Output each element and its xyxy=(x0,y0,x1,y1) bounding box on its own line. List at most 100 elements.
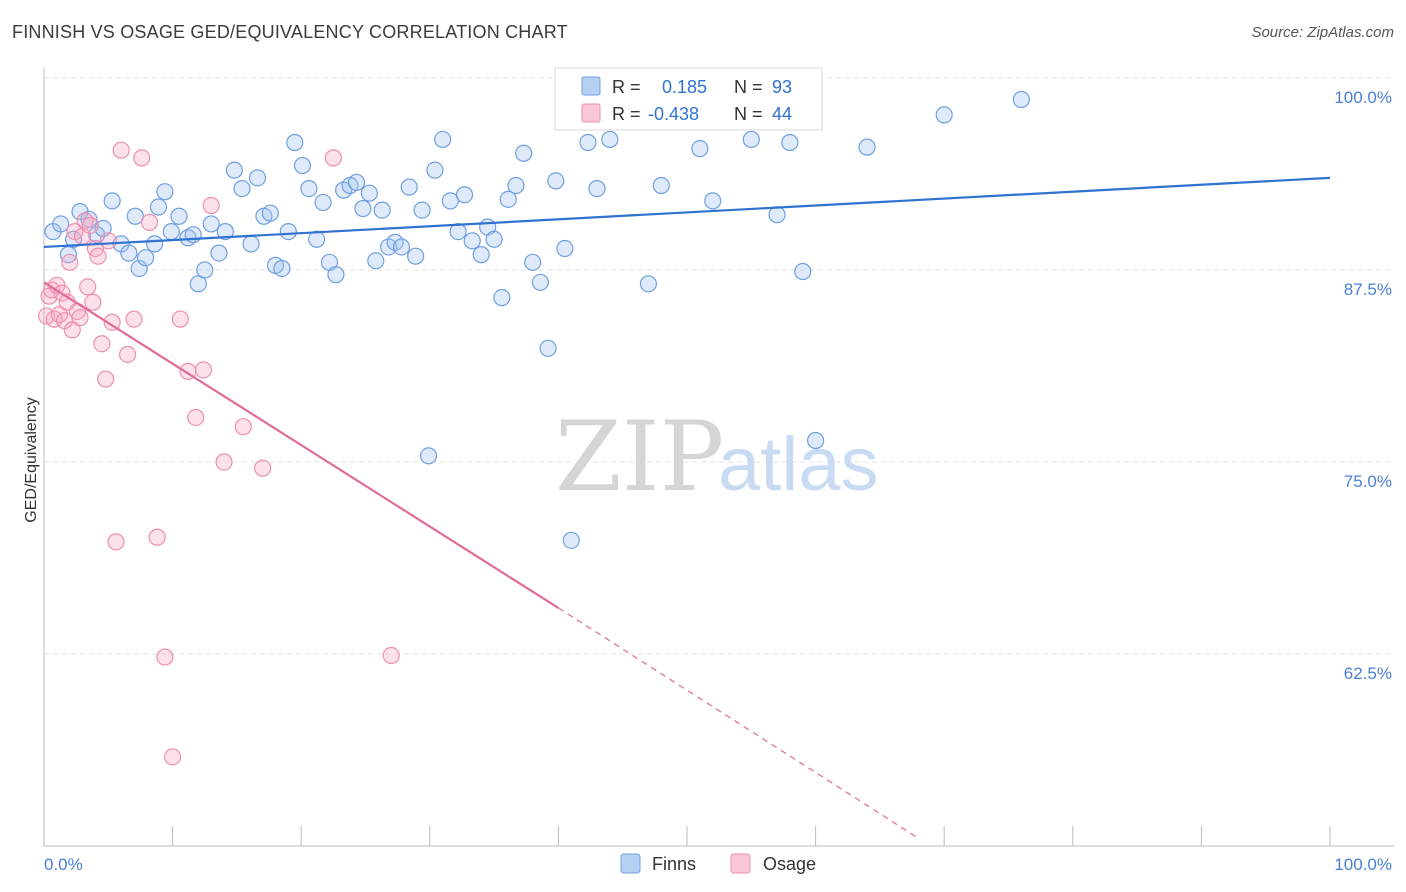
finns-point xyxy=(806,431,825,450)
osage-point xyxy=(140,213,159,231)
finns-point xyxy=(579,133,597,152)
finns-point xyxy=(652,176,670,195)
finns-point xyxy=(556,239,574,258)
osage-point xyxy=(382,646,400,665)
osage-r-label: R = xyxy=(612,104,641,124)
finns-point xyxy=(248,169,267,187)
finns-point xyxy=(485,230,503,248)
finns-point xyxy=(216,223,234,241)
finns-point xyxy=(145,235,164,253)
finns-point xyxy=(273,259,291,278)
osage-point xyxy=(215,453,233,471)
finns-r-value: 0.185 xyxy=(662,77,707,97)
finns-point xyxy=(794,262,812,281)
finns-point xyxy=(126,207,144,225)
finns-n-value: 93 xyxy=(772,77,792,97)
finns-bottom-swatch xyxy=(620,853,641,874)
osage-legend-label: Osage xyxy=(763,854,816,874)
finns-point xyxy=(742,130,760,149)
finns-point xyxy=(373,201,391,219)
finns-point xyxy=(293,156,312,175)
finns-point xyxy=(407,247,425,265)
finns-point xyxy=(601,130,619,149)
finns-point xyxy=(261,204,279,222)
chart-title: FINNISH VS OSAGE GED/EQUIVALENCY CORRELA… xyxy=(12,22,568,42)
y-tick-labels: 62.5% 75.0% 87.5% 100.0% xyxy=(1334,88,1392,683)
finns-point xyxy=(455,186,474,204)
series-legend: Finns Osage xyxy=(620,853,816,874)
trend-lines xyxy=(43,176,1331,839)
osage-point xyxy=(194,361,213,379)
osage-point xyxy=(234,418,252,436)
finns-legend-swatch xyxy=(581,76,601,96)
finns-point xyxy=(279,223,297,241)
watermark-atlas: atlas xyxy=(718,422,879,507)
osage-point xyxy=(148,528,166,546)
osage-point xyxy=(99,232,117,250)
osage-point xyxy=(112,141,130,159)
osage-point xyxy=(71,309,89,327)
finns-point xyxy=(704,192,722,210)
finns-point xyxy=(419,447,438,465)
osage-trend-extension xyxy=(558,607,919,839)
finns-point xyxy=(400,178,418,196)
finns-point xyxy=(233,179,251,198)
osage-trend-line xyxy=(43,281,559,609)
finns-point xyxy=(360,184,378,202)
finns-point xyxy=(314,193,332,212)
osage-point xyxy=(97,370,115,388)
x-tick-labels: 0.0% 100.0% xyxy=(44,855,1392,874)
osage-r-value: -0.438 xyxy=(648,104,699,124)
finns-point xyxy=(367,252,385,270)
osage-point xyxy=(125,310,143,328)
finns-point xyxy=(156,183,174,201)
osage-point xyxy=(79,278,97,296)
finns-point xyxy=(426,161,444,179)
x-tick-label: 100.0% xyxy=(1334,855,1392,874)
osage-point xyxy=(202,196,220,215)
finns-point xyxy=(1012,90,1030,109)
osage-point xyxy=(43,281,61,299)
finns-point xyxy=(413,201,431,219)
finns-point xyxy=(562,531,580,549)
osage-point xyxy=(254,459,272,477)
y-axis-title: GED/Equivalency xyxy=(23,397,40,522)
watermark-zip: ZIP xyxy=(555,401,724,513)
finns-point xyxy=(639,275,658,293)
osage-point xyxy=(81,216,99,235)
finns-point xyxy=(547,172,565,190)
osage-n-value: 44 xyxy=(772,104,792,124)
osage-point xyxy=(76,212,94,230)
finns-point xyxy=(136,249,155,267)
y-tick-label: 100.0% xyxy=(1334,88,1392,107)
osage-point xyxy=(133,149,151,167)
finns-point xyxy=(354,199,372,218)
finns-point xyxy=(52,215,70,233)
finns-point xyxy=(210,244,228,262)
y-tick-label: 87.5% xyxy=(1344,280,1392,299)
finns-point xyxy=(507,176,525,195)
axes xyxy=(43,68,1394,847)
finns-point xyxy=(858,138,876,156)
finns-legend-label: Finns xyxy=(652,854,696,874)
osage-n-label: N = xyxy=(734,104,763,124)
osage-legend-swatch xyxy=(581,103,601,123)
watermark: ZIP atlas xyxy=(555,401,879,513)
finns-point xyxy=(196,261,214,279)
osage-point xyxy=(63,321,81,339)
osage-point xyxy=(93,335,111,353)
finns-point xyxy=(327,266,345,284)
osage-point xyxy=(164,748,182,766)
grid-lines xyxy=(44,77,1394,655)
finns-point xyxy=(499,190,517,208)
finns-r-label: R = xyxy=(612,77,641,97)
finns-point xyxy=(515,144,533,162)
finns-point xyxy=(120,244,138,262)
osage-point xyxy=(156,648,174,666)
osage-point xyxy=(103,313,121,331)
finns-point xyxy=(162,223,180,241)
finns-point xyxy=(524,253,542,271)
finns-point xyxy=(225,161,243,179)
finns-point xyxy=(434,130,452,149)
